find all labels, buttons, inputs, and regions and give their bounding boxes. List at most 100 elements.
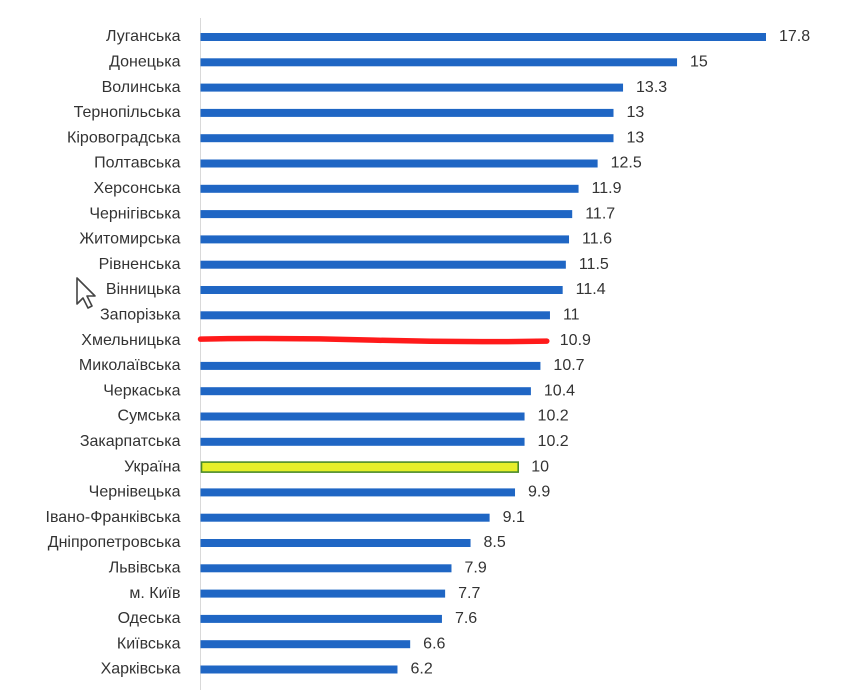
- value-label: 15: [690, 54, 708, 71]
- value-label: 10.9: [560, 332, 591, 349]
- bar-row: Луганська 17.8: [106, 28, 810, 45]
- bar-row: Львівська 7.9: [109, 560, 487, 577]
- bar: [200, 184, 579, 193]
- bar: [200, 589, 446, 598]
- bar-row: Запорізька 11: [100, 307, 580, 324]
- value-label: 13.3: [636, 79, 667, 96]
- bar: [200, 134, 614, 143]
- bar-row: Миколаївська 10.7: [79, 357, 585, 374]
- bar: [200, 387, 531, 396]
- category-label: Одеська: [118, 610, 181, 627]
- bar-row: Вінницька 11.4: [106, 281, 606, 298]
- bar-row: Чернівецька 9.9: [89, 484, 551, 501]
- bar: [200, 260, 566, 269]
- bar: [200, 33, 766, 41]
- category-label: Україна: [124, 458, 181, 475]
- bar-row: Харківська 6.2: [101, 661, 433, 678]
- value-label: 9.9: [528, 484, 550, 501]
- value-label: 8.5: [484, 534, 506, 551]
- category-label: Дніпропетровська: [48, 534, 181, 551]
- mouse-pointer-icon: [76, 277, 96, 309]
- bar: [200, 665, 398, 674]
- category-label: Волинська: [102, 79, 181, 96]
- value-label: 11.7: [585, 205, 615, 222]
- bar-row: Рівненська 11.5: [99, 256, 609, 273]
- bar-row: Сумська 10.2: [118, 408, 569, 425]
- bar-row: Хмельницька 10.9: [81, 332, 591, 349]
- value-label: 9.1: [503, 509, 525, 526]
- bar: [200, 159, 598, 168]
- value-label: 7.7: [458, 585, 480, 602]
- category-label: Рівненська: [99, 256, 181, 273]
- bar-row: Полтавська 12.5: [94, 155, 642, 172]
- bar-row: Закарпатська 10.2: [80, 433, 569, 450]
- bar-row: Чернігівська 11.7: [89, 205, 615, 222]
- value-label: 11.5: [579, 256, 609, 273]
- bar: [200, 210, 573, 219]
- bar: [200, 539, 471, 547]
- category-label: Івано-Франківська: [46, 509, 181, 526]
- category-label: Львівська: [109, 560, 181, 577]
- category-label: Чернівецька: [89, 484, 181, 501]
- value-label: 6.6: [423, 635, 445, 652]
- bar: [200, 311, 550, 320]
- value-label: 10: [531, 458, 549, 475]
- bar: [200, 614, 442, 623]
- category-label: Тернопільська: [74, 104, 181, 121]
- category-label: Луганська: [106, 28, 181, 45]
- value-label: 7.6: [455, 610, 477, 627]
- bar: [200, 361, 541, 370]
- category-label: Черкаська: [103, 382, 180, 399]
- category-label: Запорізька: [100, 307, 181, 324]
- bar: [200, 235, 570, 244]
- category-label: Харківська: [101, 661, 181, 678]
- bar-row: Черкаська 10.4: [103, 382, 575, 399]
- category-label: Миколаївська: [79, 357, 181, 374]
- category-label: Хмельницька: [81, 332, 180, 349]
- bar: [200, 437, 525, 446]
- bar-row: Івано-Франківська 9.1: [46, 509, 525, 526]
- value-label: 10.4: [544, 382, 575, 399]
- value-label: 7.9: [464, 560, 486, 577]
- bar-row: Київська 6.6: [117, 635, 446, 652]
- value-label: 11.6: [582, 231, 612, 248]
- bar-row: Кіровоградська 13: [67, 129, 644, 146]
- value-label: 11: [563, 307, 580, 324]
- bar-row: Дніпропетровська 8.5: [48, 534, 506, 551]
- bar: [200, 513, 490, 522]
- bar-row: Україна 10: [124, 458, 549, 475]
- bar-row: Одеська 7.6: [118, 610, 478, 627]
- category-label: Вінницька: [106, 281, 181, 298]
- value-label: 10.2: [538, 433, 569, 450]
- value-label: 13: [627, 104, 645, 121]
- category-label: Житомирська: [79, 231, 180, 248]
- bar: [200, 108, 614, 117]
- bar: [200, 286, 563, 294]
- category-label: Сумська: [118, 408, 181, 425]
- bar-row: м. Київ 7.7: [129, 585, 480, 602]
- bar-row: Херсонська 11.9: [94, 180, 622, 197]
- value-label: 10.7: [553, 357, 584, 374]
- category-label: Київська: [117, 635, 181, 652]
- bar-highlight-yellow: [200, 461, 519, 473]
- category-label: Херсонська: [94, 180, 181, 197]
- value-label: 13: [627, 129, 645, 146]
- bar-row: Донецька 15: [109, 54, 708, 71]
- bar: [200, 488, 516, 497]
- bar-row: Житомирська 11.6: [79, 231, 612, 248]
- bar: [200, 412, 525, 421]
- bar-row: Тернопільська 13: [74, 104, 645, 121]
- category-label: Полтавська: [94, 155, 180, 172]
- category-label: Кіровоградська: [67, 129, 181, 146]
- value-label: 11.4: [576, 281, 606, 298]
- category-label: Донецька: [109, 54, 181, 71]
- value-label: 12.5: [611, 155, 642, 172]
- category-label: Закарпатська: [80, 433, 181, 450]
- category-label: Чернігівська: [89, 205, 180, 222]
- value-label: 11.9: [592, 180, 622, 197]
- bar-row: Волинська 13.3: [102, 79, 668, 96]
- bar: [200, 83, 624, 92]
- bar: [200, 640, 411, 649]
- value-label: 10.2: [538, 408, 569, 425]
